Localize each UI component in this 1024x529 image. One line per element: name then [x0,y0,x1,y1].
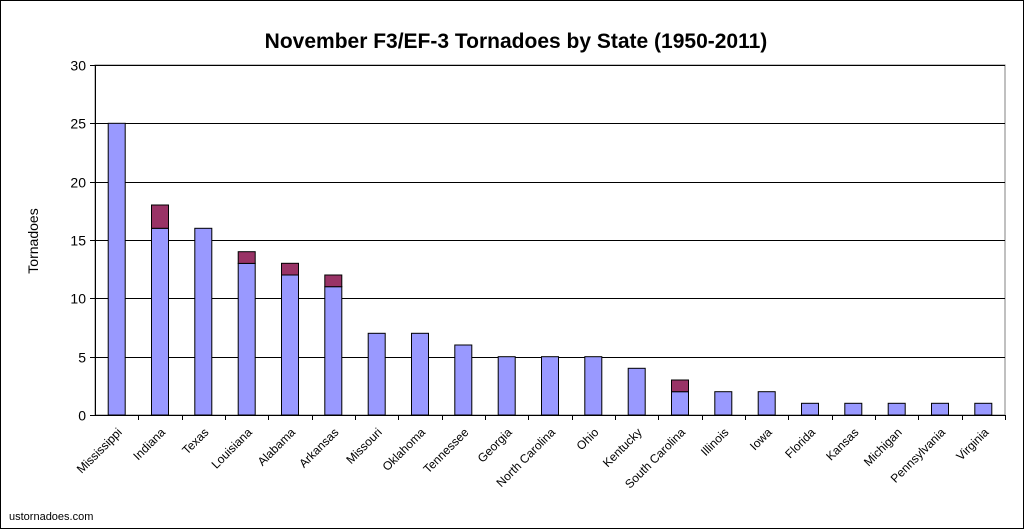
y-tick-label: 0 [78,408,86,424]
bar-segment [107,122,126,416]
category-label: Missouri [343,425,384,466]
bar-segment [671,391,689,416]
category-label: Iowa [747,425,775,453]
bar-segment [151,227,169,416]
axes [90,65,1006,420]
bar-segment [411,332,429,416]
category-label: Texas [179,425,211,457]
y-tick-label: 5 [78,350,86,366]
bar-segment [714,391,733,416]
category-label: Arkansas [296,425,341,470]
y-tick-label: 25 [70,116,86,132]
y-tick-label: 10 [70,291,86,307]
bar-segment [627,367,646,416]
bar-segment [541,356,559,416]
category-label: Michigan [861,425,905,469]
bar-segment [974,402,993,416]
category-label: Florida [782,425,818,461]
category-label: Ohio [574,425,602,453]
bar-segment [757,391,776,416]
bar-segment [497,356,516,416]
bar-segment [237,251,256,264]
bar-segment [844,402,863,416]
bar-segment [194,227,213,416]
y-tick-label: 15 [70,233,86,249]
bar-segment [281,274,299,416]
category-label: Kansas [823,425,861,463]
bar-segment [324,286,343,416]
category-label: Georgia [475,425,515,465]
bar-segment [324,274,343,288]
y-tick-label: 20 [70,175,86,191]
chart-title: November F3/EF-3 Tornadoes by State (195… [265,30,768,53]
category-label: Tennessee [421,425,472,476]
category-label: Alabama [255,425,299,469]
category-label: Virginia [953,425,991,463]
category-label: Louisiana [209,425,255,471]
bars [107,122,993,416]
y-axis-label: Tornadoes [25,208,41,273]
bar-segment [281,262,299,276]
category-label: Mississippi [74,425,125,476]
bar-segment [367,332,386,416]
bar-segment [671,379,689,393]
category-label: Kentucky [600,425,645,470]
bar-segment [237,262,256,416]
bar-segment [151,204,169,229]
bar-segment [887,402,906,416]
category-label: Illinois [698,425,731,458]
bar-segment [931,402,949,416]
bar-segment [801,402,819,416]
y-tick-label: 30 [70,58,86,74]
bar-segment [584,356,603,416]
category-label: Indiana [130,425,168,463]
bar-segment [454,344,473,416]
credit-text: ustornadoes.com [9,511,94,523]
